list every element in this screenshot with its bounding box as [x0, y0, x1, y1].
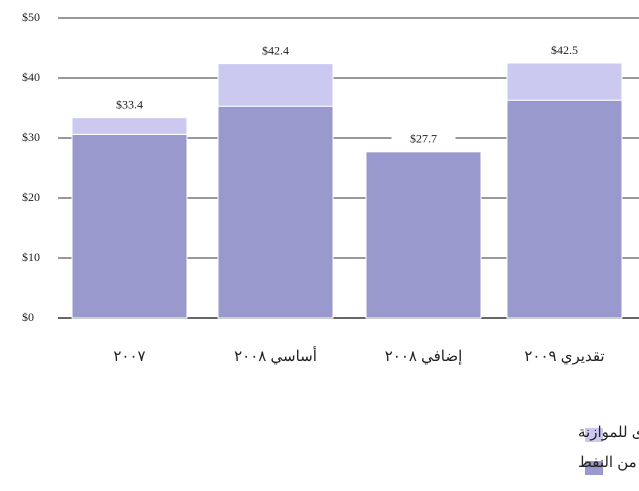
y-tick-label: $50 [22, 10, 40, 24]
x-tick-label: أساسي ٢٠٠٨ [234, 346, 317, 365]
total-label-bg [391, 131, 456, 148]
legend-label: واردات الموازنة من النفط [578, 454, 639, 471]
bar-segment [71, 117, 188, 135]
total-label: $27.7 [410, 132, 437, 146]
bar-segment [506, 99, 623, 319]
total-label: $33.4 [116, 97, 143, 111]
y-tick-label: $40 [22, 70, 40, 84]
bar-segment [217, 63, 334, 107]
y-tick-label: $30 [22, 130, 40, 144]
legend-swatch [585, 461, 603, 475]
x-tick-label: ٢٠٠٧ [113, 348, 145, 365]
bar-segment [506, 62, 623, 101]
y-tick-label: $0 [22, 310, 34, 324]
bar-segment [71, 133, 188, 319]
y-tick-label: $20 [22, 190, 40, 204]
total-label-bg [532, 43, 597, 59]
total-label: $42.5 [551, 43, 578, 57]
bar-segment [365, 151, 482, 319]
legend-swatch [585, 428, 603, 442]
x-tick-label: إضافي ٢٠٠٨ [385, 348, 463, 365]
x-tick-label: تقديري ٢٠٠٩ [524, 348, 604, 365]
total-label-bg [243, 43, 308, 60]
y-tick-label: $10 [22, 250, 40, 264]
legend-label: واردات أخرى للموازنة [578, 422, 639, 441]
total-label: $42.4 [262, 43, 289, 57]
bar-segment [217, 105, 334, 319]
total-label-bg [97, 97, 162, 114]
